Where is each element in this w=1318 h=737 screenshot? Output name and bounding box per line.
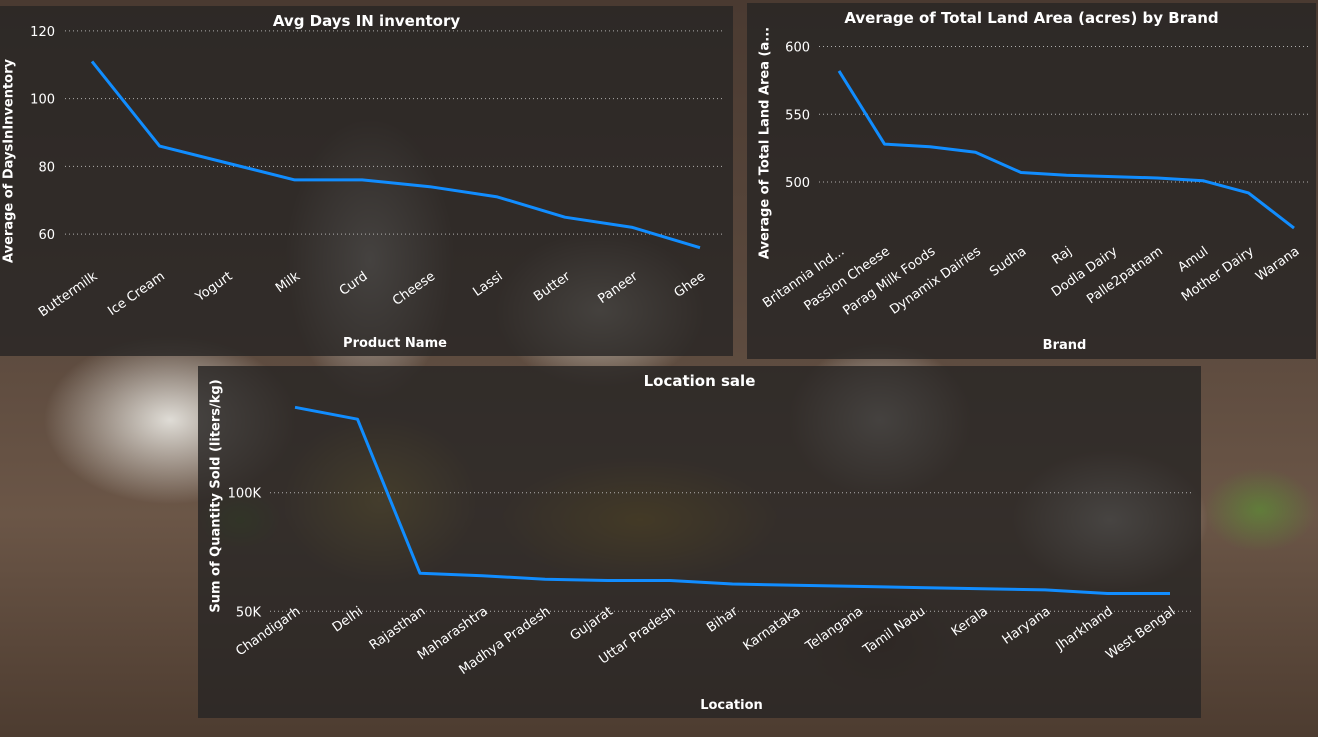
- x-tick-label: Warana: [1253, 244, 1302, 285]
- location-chart-panel: Location sale 50K 100K Chandigarh Delhi Raja…: [198, 366, 1201, 718]
- land-chart-panel: Average of Total Land Area (acres) by Br…: [747, 3, 1316, 359]
- y-tick-label: 550: [785, 108, 810, 123]
- inventory-chart-panel: Avg Days IN inventory 60 80 100 120 Buttermi…: [0, 6, 733, 356]
- x-tick-label: Cheese: [390, 269, 438, 309]
- series-line[interactable]: [90, 60, 701, 250]
- land-chart-title: Average of Total Land Area (acres) by Br…: [844, 9, 1219, 27]
- x-tick-label: Ice Cream: [105, 269, 168, 319]
- x-tick-label: Sudha: [987, 244, 1029, 280]
- y-tick-label: 120: [30, 25, 55, 40]
- x-tick-label: Yogurt: [192, 269, 235, 305]
- y-axis-title: Sum of Quantity Sold (liters/kg): [209, 379, 224, 612]
- x-axis-title: Product Name: [343, 336, 447, 351]
- x-tick-label: Delhi: [330, 604, 366, 635]
- x-tick-label: Curd: [337, 269, 371, 299]
- y-tick-label: 80: [38, 160, 55, 175]
- x-tick-label: Tamil Nadu: [860, 604, 928, 658]
- y-axis-title: Average of Total Land Area (a...: [758, 27, 773, 259]
- x-tick-label: Lassi: [471, 269, 506, 300]
- y-tick-label: 100: [30, 93, 55, 108]
- y-tick-label: 100K: [228, 487, 262, 502]
- x-tick-label: Kerala: [949, 604, 991, 640]
- series-line[interactable]: [837, 70, 1295, 230]
- x-tick-label: Ghee: [672, 269, 709, 301]
- x-tick-label: Butter: [531, 269, 573, 305]
- series-line[interactable]: [294, 405, 1170, 595]
- x-axis-title: Brand: [1043, 338, 1087, 353]
- x-tick-label: West Bengal: [1103, 604, 1178, 663]
- y-tick-label: 50K: [236, 605, 262, 620]
- y-tick-label: 60: [38, 228, 55, 243]
- x-tick-label: Amul: [1175, 244, 1211, 275]
- y-tick-label: 500: [785, 176, 810, 191]
- x-axis-title: Location: [700, 698, 763, 713]
- y-tick-label: 600: [785, 41, 810, 56]
- x-tick-label: Rajasthan: [367, 604, 429, 653]
- inventory-chart-title: Avg Days IN inventory: [272, 12, 461, 30]
- x-tick-label: Paneer: [595, 269, 641, 307]
- location-chart-title: Location sale: [643, 372, 756, 390]
- x-tick-label: Bihar: [704, 604, 741, 636]
- x-tick-label: Gujarat: [568, 604, 616, 644]
- inventory-chart-svg: 60 80 100 120 Buttermilk Ice Cream Yogurt Milk C…: [2, 25, 725, 351]
- y-axis-title: Average of DaysInInventory: [2, 58, 17, 262]
- x-tick-label: Milk: [273, 269, 303, 296]
- x-tick-label: Buttermilk: [36, 269, 101, 320]
- x-tick-label: Haryana: [1000, 604, 1054, 648]
- x-tick-label: Raj: [1050, 244, 1075, 268]
